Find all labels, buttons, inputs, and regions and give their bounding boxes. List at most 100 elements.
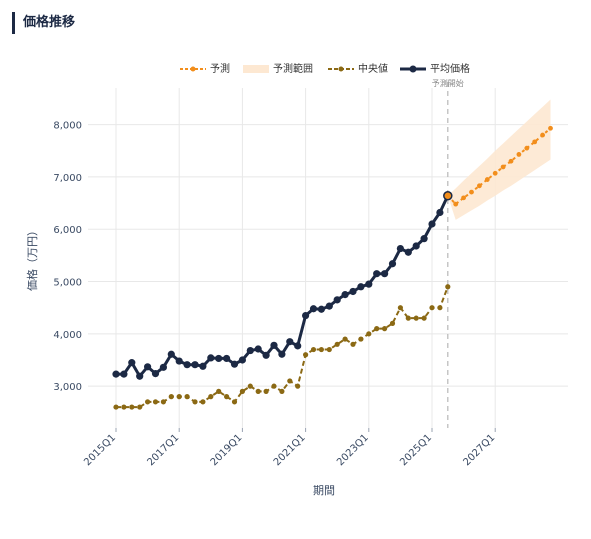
data-point <box>477 183 482 189</box>
data-point <box>160 399 166 405</box>
data-point <box>151 370 160 378</box>
x-tick-label: 2015Q1 <box>82 432 118 468</box>
data-point <box>524 145 530 151</box>
x-axis-title: 期間 <box>313 484 335 497</box>
data-point <box>175 357 183 365</box>
x-tick-label: 2023Q1 <box>335 432 371 468</box>
data-point <box>191 361 199 369</box>
data-point <box>516 152 522 157</box>
data-point <box>365 280 373 288</box>
data-point <box>461 195 466 201</box>
data-point <box>137 404 143 410</box>
data-point <box>492 170 498 176</box>
data-point <box>445 284 451 290</box>
data-point <box>333 296 341 304</box>
data-point <box>374 326 380 332</box>
series-line <box>116 195 450 378</box>
data-point <box>508 158 514 164</box>
y-axis-title: 価格（万円） <box>25 225 39 291</box>
data-point <box>325 302 333 310</box>
data-point <box>216 388 222 394</box>
data-point <box>144 363 152 371</box>
data-point <box>373 270 381 278</box>
forecast-start-label: 予測開始 <box>432 78 464 88</box>
x-tick-label: 2025Q1 <box>398 432 434 468</box>
data-point <box>254 345 262 353</box>
data-point <box>183 361 191 369</box>
data-point <box>145 399 151 405</box>
legend-label-forecast: 予測 <box>210 64 230 75</box>
data-point <box>405 315 411 321</box>
y-tick-label: 3,000 <box>53 382 82 393</box>
data-point <box>484 177 490 182</box>
data-point <box>167 350 175 358</box>
data-point <box>420 235 428 243</box>
data-point <box>413 315 419 321</box>
data-point <box>199 362 207 370</box>
data-point <box>334 341 340 347</box>
x-tick-label: 2027Q1 <box>461 432 497 468</box>
data-point <box>317 305 325 313</box>
data-point <box>389 320 396 326</box>
data-point <box>121 404 127 410</box>
data-point <box>136 372 144 380</box>
data-point <box>159 363 167 371</box>
data-point <box>436 208 444 217</box>
data-point <box>540 132 545 138</box>
y-tick-label: 7,000 <box>53 173 82 184</box>
data-point <box>532 139 538 145</box>
data-point <box>208 394 214 400</box>
legend-label-median: 中央値 <box>358 64 388 75</box>
data-point <box>230 360 239 368</box>
data-point <box>342 336 348 342</box>
y-tick-label: 4,000 <box>53 330 82 341</box>
data-point <box>295 383 301 389</box>
data-point <box>412 242 420 250</box>
forecast-range-band <box>447 99 551 220</box>
forecast-origin-point <box>443 191 453 201</box>
data-point <box>358 336 364 342</box>
data-point <box>238 356 246 364</box>
data-point <box>421 315 427 321</box>
legend-swatch-mean <box>400 65 426 73</box>
data-point <box>224 394 230 400</box>
data-point <box>128 359 136 367</box>
data-point <box>279 388 285 394</box>
chart-section-title: 価格推移 <box>12 12 75 34</box>
legend-swatch-median <box>328 66 354 72</box>
data-point <box>239 388 245 394</box>
data-point <box>326 346 332 353</box>
data-point <box>437 305 443 311</box>
data-point <box>255 388 261 394</box>
data-point <box>469 189 474 195</box>
data-point <box>176 394 182 400</box>
data-point <box>302 311 310 320</box>
data-point <box>207 354 215 362</box>
data-point <box>200 399 206 405</box>
data-point <box>278 350 286 358</box>
data-point <box>113 404 119 410</box>
data-point <box>246 346 254 355</box>
data-point <box>396 244 404 253</box>
data-point <box>286 338 294 346</box>
data-point <box>404 248 412 256</box>
series-lines <box>112 125 553 410</box>
data-point <box>357 283 365 291</box>
x-tick-label: 2021Q1 <box>272 432 308 468</box>
chart-legend: 予測 予測範囲 中央値 平均価格 <box>0 61 591 79</box>
legend-swatch-forecast-range <box>243 65 269 73</box>
data-point <box>341 291 349 299</box>
data-point <box>500 164 506 170</box>
data-point <box>350 341 356 347</box>
data-point <box>184 394 190 400</box>
y-tick-label: 5,000 <box>53 278 82 289</box>
forecast-start-marker: 予測開始 <box>432 78 464 428</box>
data-point <box>168 394 174 400</box>
data-point <box>271 383 277 389</box>
data-point <box>428 220 436 228</box>
data-point <box>223 354 231 363</box>
data-point <box>231 399 238 405</box>
data-point <box>120 370 128 378</box>
data-point <box>309 305 318 313</box>
